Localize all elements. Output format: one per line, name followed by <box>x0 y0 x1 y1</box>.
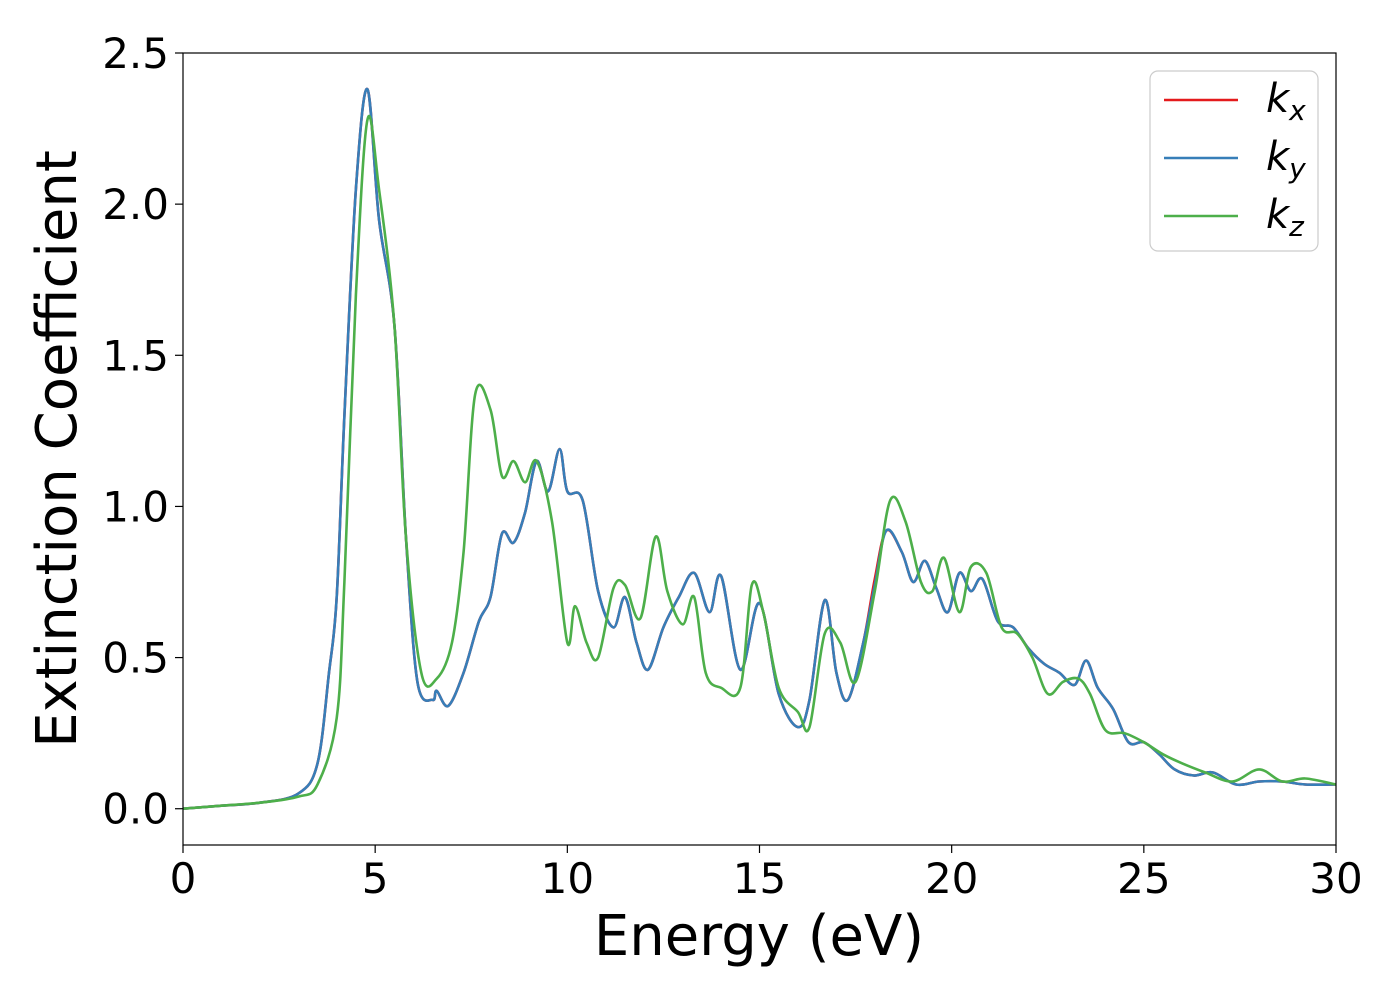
y-tick-label: 0.0 <box>102 785 169 834</box>
y-tick-label: 2.5 <box>102 29 169 78</box>
series-layer <box>183 87 1336 810</box>
legend-box <box>1149 70 1319 252</box>
y-tick-label: 2.0 <box>102 180 169 229</box>
x-tick-label: 30 <box>1309 854 1362 903</box>
x-tick-label: 10 <box>541 854 594 903</box>
legend-label-ky: ky <box>1266 134 1306 185</box>
x-tick-label: 25 <box>1117 854 1170 903</box>
x-tick-label: 15 <box>733 854 786 903</box>
series-line-kz <box>183 115 1336 810</box>
legend-label-kx: kx <box>1266 76 1306 127</box>
legend: kx ky kz <box>1149 70 1319 252</box>
x-tick-label: 5 <box>362 854 389 903</box>
y-tick-label: 0.5 <box>102 634 169 683</box>
legend-label-kz: kz <box>1266 192 1305 243</box>
x-axis-label: Energy (eV) <box>594 904 924 969</box>
ticks-layer: 0 5 10 15 20 25 30 0.0 0.5 1.0 1.5 2.0 2.5 <box>102 29 1363 903</box>
y-tick-label: 1.0 <box>102 482 169 531</box>
y-tick-label: 1.5 <box>102 331 169 380</box>
y-axis-label: Extinction Coefficient <box>25 150 90 748</box>
x-tick-label: 0 <box>170 854 197 903</box>
x-tick-label: 20 <box>925 854 978 903</box>
